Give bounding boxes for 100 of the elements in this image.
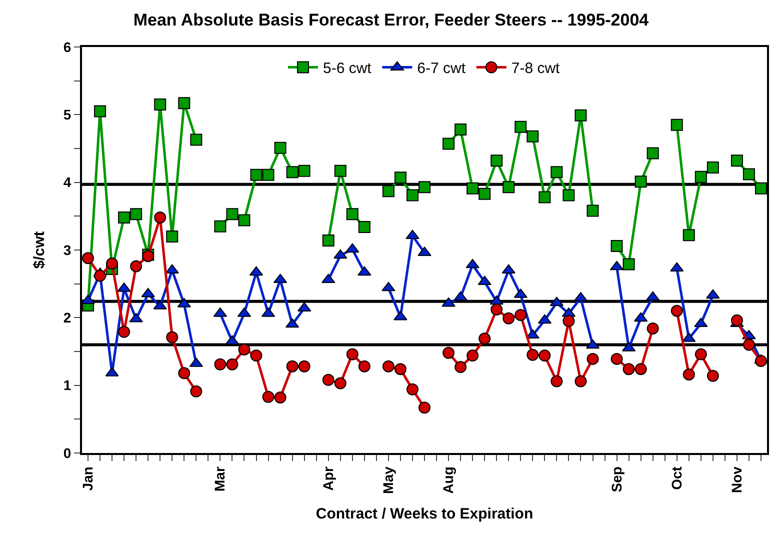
y-tick-label: 3 bbox=[63, 242, 72, 258]
point bbox=[418, 181, 430, 194]
point bbox=[466, 258, 480, 268]
point bbox=[454, 361, 467, 374]
y-axis-title: $/cwt bbox=[31, 231, 48, 269]
point bbox=[178, 367, 190, 380]
point bbox=[250, 168, 262, 181]
x-tick-label: May bbox=[380, 466, 396, 494]
point bbox=[610, 352, 623, 365]
point bbox=[358, 220, 370, 233]
point bbox=[694, 348, 707, 360]
point bbox=[442, 138, 455, 150]
point bbox=[502, 312, 515, 324]
point bbox=[94, 270, 106, 282]
point bbox=[358, 266, 372, 276]
point bbox=[502, 181, 515, 194]
point bbox=[550, 166, 563, 178]
point bbox=[670, 262, 684, 272]
point bbox=[682, 368, 695, 381]
point bbox=[262, 168, 274, 181]
point bbox=[706, 161, 719, 174]
point bbox=[574, 375, 587, 388]
legend-label: 6-7 cwt bbox=[417, 60, 466, 78]
point bbox=[574, 109, 587, 122]
x-tick-label: Mar bbox=[212, 466, 228, 492]
point bbox=[322, 274, 336, 284]
point bbox=[634, 363, 647, 376]
point bbox=[322, 234, 334, 247]
point bbox=[130, 260, 142, 272]
y-tick-label: 4 bbox=[63, 174, 72, 190]
point bbox=[442, 297, 456, 307]
point bbox=[394, 363, 406, 376]
y-tick-label: 1 bbox=[63, 377, 72, 394]
point bbox=[694, 318, 708, 328]
point bbox=[514, 120, 527, 133]
point bbox=[274, 142, 286, 154]
point bbox=[502, 264, 516, 274]
point bbox=[394, 172, 406, 184]
point bbox=[226, 358, 238, 370]
x-tick-label: Nov bbox=[728, 466, 745, 494]
point bbox=[706, 289, 720, 299]
point bbox=[406, 230, 420, 240]
point bbox=[454, 291, 468, 301]
point bbox=[118, 212, 130, 224]
point bbox=[730, 154, 743, 167]
point bbox=[382, 360, 394, 372]
point bbox=[466, 182, 479, 194]
y-tick-label: 2 bbox=[63, 310, 72, 326]
point bbox=[526, 348, 539, 361]
point bbox=[94, 105, 106, 118]
point bbox=[262, 390, 274, 403]
point bbox=[406, 383, 418, 396]
point bbox=[214, 358, 226, 370]
y-tick-label: 5 bbox=[63, 106, 72, 123]
point bbox=[130, 208, 142, 220]
point bbox=[526, 130, 539, 142]
point bbox=[190, 385, 202, 398]
legend-label: 5-6 cwt bbox=[323, 60, 372, 78]
point bbox=[250, 350, 262, 362]
point bbox=[562, 315, 575, 328]
chart-title: Mean Absolute Basis Forecast Error, Feeder Steers -- 1995-2004 bbox=[133, 10, 650, 30]
point bbox=[586, 204, 599, 217]
point bbox=[454, 124, 467, 136]
point bbox=[106, 258, 118, 270]
point bbox=[82, 252, 94, 264]
point bbox=[478, 276, 492, 286]
point bbox=[442, 346, 455, 359]
point bbox=[670, 304, 683, 317]
point bbox=[165, 264, 179, 274]
point bbox=[682, 229, 695, 242]
point bbox=[622, 258, 635, 270]
point bbox=[406, 189, 418, 202]
point bbox=[334, 249, 348, 259]
point bbox=[622, 363, 635, 376]
point bbox=[646, 147, 659, 160]
point bbox=[286, 360, 298, 372]
x-axis-title: Contract / Weeks to Expiration bbox=[316, 505, 534, 522]
point bbox=[610, 240, 623, 252]
point bbox=[538, 191, 551, 204]
point bbox=[478, 188, 491, 200]
point bbox=[490, 154, 503, 167]
point bbox=[514, 308, 527, 321]
point bbox=[478, 332, 491, 345]
point bbox=[562, 189, 575, 202]
point bbox=[358, 360, 370, 372]
point bbox=[154, 98, 166, 111]
point bbox=[238, 214, 250, 226]
point bbox=[214, 220, 226, 232]
point bbox=[334, 164, 346, 177]
point bbox=[550, 375, 563, 388]
x-tick-label: Aug bbox=[440, 466, 456, 494]
point bbox=[586, 352, 599, 365]
point bbox=[634, 176, 647, 188]
point bbox=[490, 295, 504, 305]
point bbox=[238, 343, 250, 356]
point bbox=[490, 304, 503, 316]
point bbox=[382, 282, 396, 292]
point bbox=[322, 374, 334, 386]
point bbox=[646, 322, 659, 334]
point bbox=[154, 212, 166, 224]
